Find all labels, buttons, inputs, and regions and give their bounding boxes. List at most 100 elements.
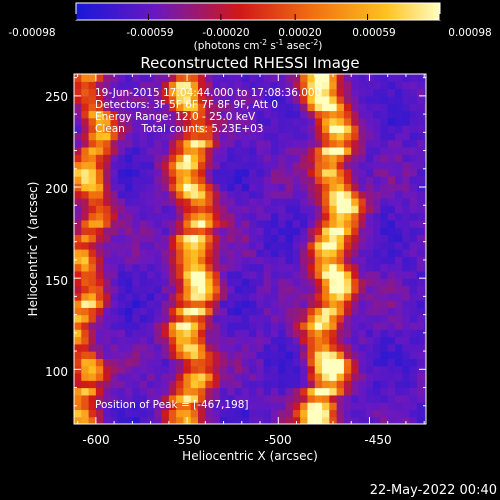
heatmap-cell bbox=[241, 117, 250, 126]
heatmap-cell bbox=[270, 358, 279, 367]
heatmap-cell bbox=[146, 300, 155, 308]
heatmap-cell bbox=[88, 351, 97, 359]
heatmap-cell bbox=[88, 402, 97, 411]
heatmap-cell bbox=[95, 103, 104, 112]
heatmap-cell bbox=[88, 95, 97, 104]
heatmap-cell bbox=[227, 132, 236, 141]
heatmap-cell bbox=[285, 176, 294, 184]
heatmap-cell bbox=[300, 117, 309, 126]
heatmap-cell bbox=[81, 358, 90, 367]
heatmap-cell bbox=[270, 336, 279, 345]
heatmap-cell bbox=[219, 219, 228, 228]
heatmap-cell bbox=[373, 212, 382, 221]
heatmap-cell bbox=[358, 132, 367, 141]
heatmap-cell bbox=[307, 380, 316, 389]
heatmap-cell bbox=[394, 161, 403, 170]
heatmap-cell bbox=[74, 343, 82, 352]
heatmap-cell bbox=[190, 278, 199, 287]
heatmap-cell bbox=[190, 321, 199, 330]
heatmap-cell bbox=[322, 409, 330, 418]
heatmap-cell bbox=[176, 351, 185, 359]
heatmap-cell bbox=[168, 416, 177, 424]
heatmap-cell bbox=[278, 88, 287, 97]
heatmap-cell bbox=[146, 161, 155, 170]
heatmap-cell bbox=[256, 351, 265, 359]
heatmap-cell bbox=[394, 358, 403, 367]
heatmap-cell bbox=[132, 219, 141, 228]
heatmap-cell bbox=[278, 256, 287, 265]
heatmap-cell bbox=[88, 219, 97, 228]
heatmap-cell bbox=[117, 190, 126, 199]
heatmap-cell bbox=[314, 300, 323, 308]
heatmap-cell bbox=[227, 176, 236, 184]
heatmap-cell bbox=[234, 219, 243, 228]
heatmap-cell bbox=[146, 314, 155, 323]
heatmap-cell bbox=[409, 307, 418, 316]
heatmap-cell bbox=[219, 416, 228, 424]
heatmap-cell bbox=[278, 278, 287, 287]
heatmap-cell bbox=[176, 190, 185, 199]
heatmap-cell bbox=[358, 365, 367, 374]
heatmap-cell bbox=[343, 161, 352, 170]
heatmap-cell bbox=[343, 241, 352, 250]
heatmap-cell bbox=[168, 234, 177, 243]
heatmap-cell bbox=[241, 278, 250, 287]
heatmap-cell bbox=[227, 95, 236, 104]
heatmap-cell bbox=[387, 212, 396, 221]
heatmap-cell bbox=[81, 402, 90, 411]
heatmap-cell bbox=[103, 95, 112, 104]
heatmap-cell bbox=[387, 74, 396, 82]
heatmap-cell bbox=[234, 205, 243, 214]
heatmap-cell bbox=[300, 103, 309, 112]
heatmap-cell bbox=[358, 409, 367, 418]
heatmap-cell bbox=[300, 358, 309, 367]
heatmap-cell bbox=[88, 292, 97, 301]
heatmap-cell bbox=[95, 387, 104, 396]
heatmap-cell bbox=[351, 329, 360, 338]
heatmap-cell bbox=[110, 263, 119, 272]
heatmap-cell bbox=[424, 205, 426, 214]
heatmap-cell bbox=[307, 270, 316, 279]
heatmap-cell bbox=[132, 365, 141, 374]
heatmap-cell bbox=[343, 74, 352, 82]
heatmap-cell bbox=[219, 307, 228, 316]
heatmap-cell bbox=[249, 380, 257, 389]
heatmap-cell bbox=[365, 365, 374, 374]
heatmap-cell bbox=[343, 125, 352, 133]
heatmap-cell bbox=[154, 88, 163, 97]
heatmap-cell bbox=[198, 205, 206, 214]
x-tick-label: -500 bbox=[264, 433, 291, 447]
heatmap-cell bbox=[424, 249, 426, 257]
heatmap-cell bbox=[329, 285, 338, 294]
heatmap-cell bbox=[416, 256, 425, 265]
heatmap-cell bbox=[103, 372, 112, 381]
heatmap-cell bbox=[300, 95, 309, 104]
heatmap-cell bbox=[74, 270, 82, 279]
heatmap-cell bbox=[227, 307, 236, 316]
heatmap-cell bbox=[387, 416, 396, 424]
heatmap-cell bbox=[88, 278, 97, 287]
heatmap-cell bbox=[329, 292, 338, 301]
heatmap-cell bbox=[198, 227, 206, 236]
heatmap-cell bbox=[103, 103, 112, 112]
heatmap-cell bbox=[234, 300, 243, 308]
heatmap-cell bbox=[351, 110, 360, 119]
heatmap-cell bbox=[190, 161, 199, 170]
heatmap-cell bbox=[285, 212, 294, 221]
heatmap-cell bbox=[74, 336, 82, 345]
heatmap-cell bbox=[95, 219, 104, 228]
heatmap-cell bbox=[292, 227, 301, 236]
heatmap-cell bbox=[139, 358, 148, 367]
heatmap-cell bbox=[394, 241, 403, 250]
heatmap-cell bbox=[234, 190, 243, 199]
heatmap-cell bbox=[227, 256, 236, 265]
heatmap-cell bbox=[146, 132, 155, 141]
heatmap-cell bbox=[329, 365, 338, 374]
heatmap-cell bbox=[329, 263, 338, 272]
heatmap-cell bbox=[249, 300, 257, 308]
colorbar-ticks bbox=[75, 14, 441, 20]
heatmap-cell bbox=[132, 336, 141, 345]
heatmap-cell bbox=[154, 336, 163, 345]
annotation-energy-range: Energy Range: 12.0 - 25.0 keV bbox=[95, 111, 256, 123]
